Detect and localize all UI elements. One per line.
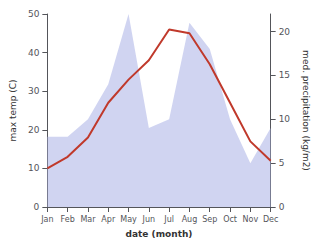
svg-text:Oct: Oct (223, 215, 237, 224)
svg-text:date (month): date (month) (126, 229, 193, 239)
svg-text:30: 30 (28, 86, 40, 96)
svg-text:med. precipitation (kg/m2): med. precipitation (kg/m2) (301, 50, 311, 171)
svg-text:0: 0 (279, 202, 285, 212)
svg-text:Jul: Jul (163, 215, 174, 224)
svg-text:40: 40 (28, 48, 40, 58)
svg-text:5: 5 (279, 158, 285, 168)
svg-text:Feb: Feb (61, 215, 75, 224)
svg-text:10: 10 (28, 163, 40, 173)
svg-text:Aug: Aug (182, 215, 198, 224)
svg-text:Mar: Mar (80, 215, 96, 224)
svg-text:20: 20 (28, 125, 40, 135)
svg-text:50: 50 (28, 9, 40, 19)
svg-text:20: 20 (279, 27, 291, 37)
svg-text:Jun: Jun (142, 215, 156, 224)
svg-text:May: May (120, 215, 137, 224)
svg-text:Apr: Apr (101, 215, 116, 224)
svg-text:10: 10 (279, 114, 291, 124)
svg-text:Nov: Nov (243, 215, 259, 224)
svg-text:15: 15 (279, 70, 290, 80)
svg-text:max temp (C): max temp (C) (8, 79, 18, 141)
svg-text:Jan: Jan (40, 215, 53, 224)
svg-text:0: 0 (34, 202, 40, 212)
svg-text:Dec: Dec (263, 215, 278, 224)
svg-text:Sep: Sep (202, 215, 217, 224)
